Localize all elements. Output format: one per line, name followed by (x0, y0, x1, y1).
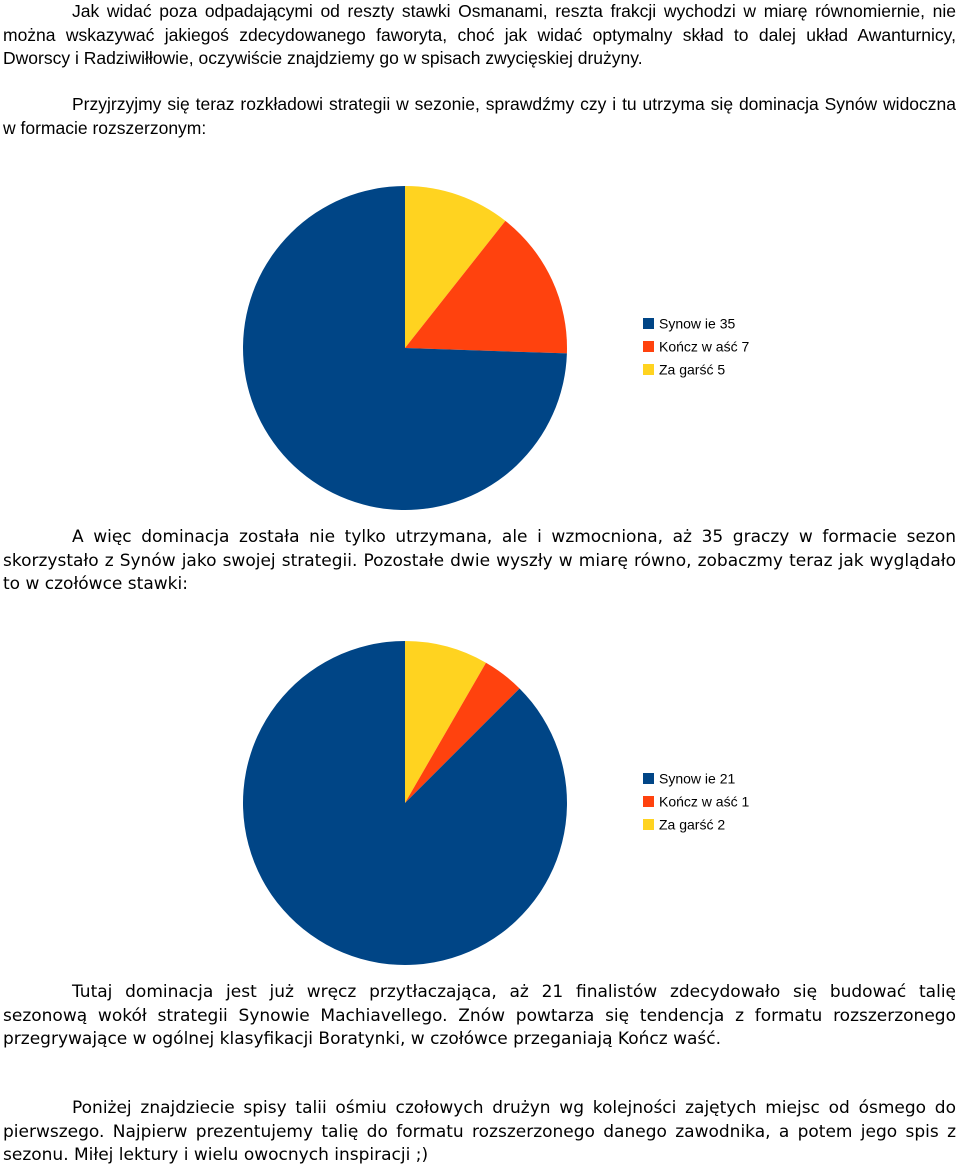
legend-label-za-garsc: Za garść 5 (659, 362, 725, 378)
paragraph-top-result: Tutaj dominacja jest już wręcz przytłacz… (3, 982, 956, 1049)
paragraph-season-result: A więc dominacja została nie tylko utrzy… (3, 527, 956, 594)
legend-swatch-za-garsc (643, 364, 654, 375)
legend-swatch-koncz-wasc (643, 341, 654, 352)
legend-swatch-synowie (643, 773, 654, 784)
pie-slice-koncz-wasc (405, 220, 568, 354)
legend-label-koncz-wasc: Kończ w aść 7 (659, 339, 749, 355)
legend-label-za-garsc: Za garść 2 (659, 817, 725, 833)
pie-slice-synowie (243, 186, 567, 510)
pie-slices (242, 641, 567, 965)
pie-slices (243, 186, 568, 510)
pie-chart-top: Synow ie 21 Kończ w aść 1 Za garść 2 (242, 641, 749, 965)
legend-label-koncz-wasc: Kończ w aść 1 (659, 794, 749, 810)
pie-chart-season: Synow ie 35 Kończ w aść 7 Za garść 5 (243, 186, 749, 510)
paragraph-decklists: Poniżej znajdziecie spisy talii ośmiu cz… (3, 1098, 956, 1165)
legend-swatch-koncz-wasc (643, 796, 654, 807)
pie-slice-synowie (242, 641, 567, 965)
pie-slice-za-garsc (405, 641, 486, 803)
paragraph-season-strategy: Przyjrzyjmy się teraz rozkładowi strateg… (3, 94, 956, 138)
chart-legend: Synow ie 35 Kończ w aść 7 Za garść 5 (643, 316, 749, 378)
legend-label-synowie: Synow ie 35 (659, 316, 735, 332)
paragraph-intro: Jak widać poza odpadającymi od reszty st… (3, 1, 956, 68)
chart-legend: Synow ie 21 Kończ w aść 1 Za garść 2 (643, 771, 749, 833)
legend-swatch-synowie (643, 318, 654, 329)
legend-swatch-za-garsc (643, 819, 654, 830)
pie-slice-za-garsc (405, 186, 506, 348)
legend-label-synowie: Synow ie 21 (659, 771, 735, 787)
pie-slice-koncz-wasc (405, 662, 520, 803)
